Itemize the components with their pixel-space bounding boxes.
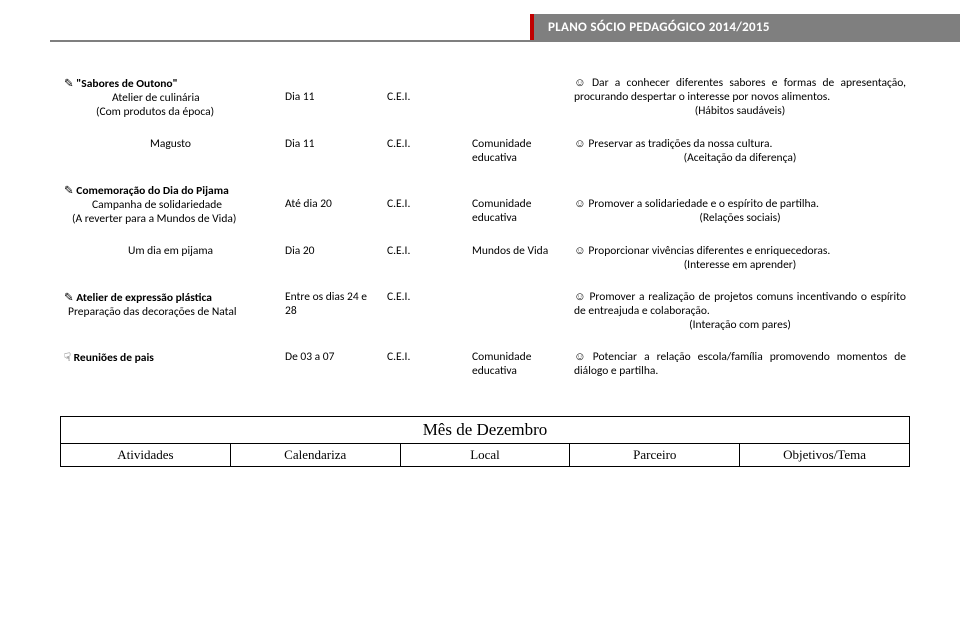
date-cell: Até dia 20	[281, 179, 383, 230]
local-cell: C.E.I.	[383, 240, 468, 276]
date-text: Dia 20	[285, 244, 314, 258]
table-row: Um dia em pijama Dia 20 C.E.I. Mundos de…	[60, 240, 910, 276]
smile-icon: ☺	[574, 245, 586, 257]
activity-line: (Com produtos da época)	[64, 105, 214, 119]
objective-cell: ☺ Proporcionar vivências diferentes e en…	[570, 240, 910, 276]
partner-cell: Mundos de Vida	[468, 240, 570, 276]
header-bar: PLANO SÓCIO PEDAGÓGICO 2014/2015	[530, 14, 960, 40]
activity-cell: ✎ "Sabores de Outono" Atelier de culinár…	[60, 72, 281, 123]
activity-cell: ✎ Comemoração do Dia do Pijama Campanha …	[60, 179, 281, 230]
objective-text: Promover a solidariedade e o espírito de…	[588, 197, 819, 211]
objective-cell: ☺ Promover a solidariedade e o espírito …	[570, 179, 910, 230]
local-text: C.E.I.	[387, 290, 410, 304]
content-area: ✎ "Sabores de Outono" Atelier de culinár…	[60, 72, 910, 467]
activity-line: (A reverter para a Mundos de Vida)	[64, 212, 236, 226]
theme-text: (Relações sociais)	[574, 211, 906, 225]
date-text: Dia 11	[285, 137, 314, 151]
activity-cell: ☟ Reuniões de pais	[60, 346, 281, 382]
page: PLANO SÓCIO PEDAGÓGICO 2014/2015 ✎ "Sabo…	[0, 0, 960, 621]
table-row: ✎ "Sabores de Outono" Atelier de culinár…	[60, 72, 910, 123]
activity-line: Campanha de solidariedade	[64, 198, 222, 212]
local-cell: C.E.I.	[383, 286, 468, 336]
theme-text: (Interesse em aprender)	[574, 258, 906, 272]
date-text: De 03 a 07	[285, 350, 334, 364]
local-cell: C.E.I.	[383, 72, 468, 123]
month-col-calendar: Calendariza	[230, 444, 400, 467]
activity-cell: Um dia em pijama	[60, 240, 281, 276]
partner-cell: Comunidade educativa	[468, 346, 570, 382]
header-title: PLANO SÓCIO PEDAGÓGICO 2014/2015	[548, 20, 770, 35]
activity-cell: Magusto	[60, 133, 281, 169]
objective-cell: ☺ Promover a realização de projetos comu…	[570, 286, 910, 336]
table-row: ✎ Comemoração do Dia do Pijama Campanha …	[60, 179, 910, 230]
theme-text: (Aceitação da diferença)	[574, 151, 906, 165]
partner-cell: Comunidade educativa	[468, 133, 570, 169]
table-row: ☟ Reuniões de pais De 03 a 07 C.E.I. Com…	[60, 346, 910, 382]
partner-cell: Comunidade educativa	[468, 179, 570, 230]
month-col-objectives: Objetivos/Tema	[740, 444, 910, 467]
date-cell: Entre os dias 24 e 28	[281, 286, 383, 336]
date-text: Entre os dias 24 e 28	[285, 290, 367, 318]
objective-cell: ☺ Preservar as tradições da nossa cultur…	[570, 133, 910, 169]
local-cell: C.E.I.	[383, 179, 468, 230]
table-row: ✎ Atelier de expressão plástica Preparaç…	[60, 286, 910, 336]
theme-text: (Hábitos saudáveis)	[574, 104, 906, 118]
activity-title: "Sabores de Outono"	[76, 77, 177, 91]
local-cell: C.E.I.	[383, 133, 468, 169]
pencil-icon: ✎	[64, 78, 74, 90]
month-col-activities: Atividades	[61, 444, 231, 467]
partner-text: Comunidade educativa	[472, 197, 531, 225]
local-text: C.E.I.	[387, 137, 410, 151]
activity-title: Reuniões de pais	[74, 351, 154, 365]
objective-text: Potenciar a relação escola/família promo…	[574, 350, 906, 378]
smile-icon: ☺	[574, 77, 586, 89]
theme-text: (Interação com pares)	[574, 318, 906, 332]
partner-text: Mundos de Vida	[472, 244, 548, 258]
activities-table: ✎ "Sabores de Outono" Atelier de culinár…	[60, 72, 910, 382]
activity-cell: ✎ Atelier de expressão plástica Preparaç…	[60, 286, 281, 336]
date-cell: De 03 a 07	[281, 346, 383, 382]
objective-text: Dar a conhecer diferentes sabores e form…	[574, 76, 906, 104]
smile-icon: ☺	[574, 198, 586, 210]
objective-cell: ☺ Potenciar a relação escola/família pro…	[570, 346, 910, 382]
hand-icon: ☟	[64, 352, 71, 364]
date-text: Dia 11	[285, 90, 314, 104]
smile-icon: ☺	[574, 291, 586, 303]
partner-cell	[468, 72, 570, 123]
activity-title: Magusto	[150, 137, 191, 151]
partner-cell	[468, 286, 570, 336]
activity-title: Atelier de expressão plástica	[76, 291, 212, 305]
date-cell: Dia 20	[281, 240, 383, 276]
partner-text: Comunidade educativa	[472, 137, 531, 165]
table-row: Magusto Dia 11 C.E.I. Comunidade educati…	[60, 133, 910, 169]
month-title: Mês de Dezembro	[61, 417, 910, 444]
header-underline	[50, 40, 960, 42]
objective-text: Preservar as tradições da nossa cultura.	[588, 137, 772, 151]
objective-text: Promover a realização de projetos comuns…	[574, 290, 906, 318]
smile-icon: ☺	[574, 351, 586, 363]
objective-text: Proporcionar vivências diferentes e enri…	[588, 244, 830, 258]
month-col-local: Local	[400, 444, 570, 467]
pencil-icon: ✎	[64, 292, 74, 304]
date-text: Até dia 20	[285, 197, 332, 211]
partner-text: Comunidade educativa	[472, 350, 531, 378]
local-text: C.E.I.	[387, 197, 410, 211]
activity-line: Atelier de culinária	[64, 91, 200, 105]
local-text: C.E.I.	[387, 350, 410, 364]
local-text: C.E.I.	[387, 244, 410, 258]
date-cell: Dia 11	[281, 72, 383, 123]
local-cell: C.E.I.	[383, 346, 468, 382]
month-col-partner: Parceiro	[570, 444, 740, 467]
local-text: C.E.I.	[387, 90, 410, 104]
activity-line: Preparação das decorações de Natal	[64, 305, 237, 319]
month-table: Mês de Dezembro Atividades Calendariza L…	[60, 416, 910, 467]
activity-title: Um dia em pijama	[128, 244, 213, 258]
activity-title: Comemoração do Dia do Pijama	[76, 184, 229, 198]
objective-cell: ☺ Dar a conhecer diferentes sabores e fo…	[570, 72, 910, 123]
date-cell: Dia 11	[281, 133, 383, 169]
smile-icon: ☺	[574, 138, 586, 150]
pencil-icon: ✎	[64, 185, 74, 197]
